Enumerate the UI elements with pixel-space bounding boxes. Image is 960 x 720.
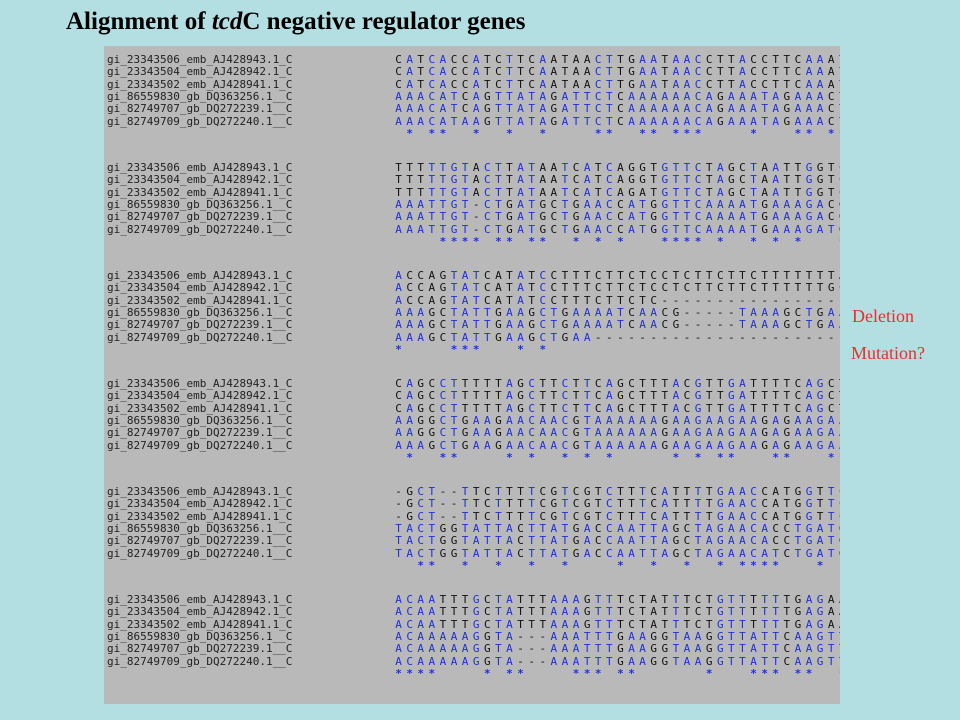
sequence-name: gi_82749709_gb_DQ272240.1__C xyxy=(107,546,293,560)
title-pre: Alignment of xyxy=(66,8,212,35)
sequence-name: gi_82749709_gb_DQ272240.1__C xyxy=(107,222,293,236)
sequence-name: gi_23343502_emb_AJ428941.1_C xyxy=(107,617,293,631)
sequence-name: gi_86559830_gb_DQ363256.1__C xyxy=(107,89,293,103)
alignment-block: gi_23343506_emb_AJ428943.1_C C A T C A C C A T C T T… xyxy=(104,54,840,154)
sequence-name: gi_82749707_gb_DQ272239.1__C xyxy=(107,534,293,548)
sequence-name: gi_23343504_emb_AJ428942.1_C xyxy=(107,65,293,79)
slide-title: Alignment of tcdC negative regulator gen… xyxy=(66,8,525,36)
sequence-name: gi_23343502_emb_AJ428941.1_C xyxy=(107,293,293,307)
sequence-name: gi_86559830_gb_DQ363256.1__C xyxy=(107,305,293,319)
alignment-block: gi_23343506_emb_AJ428943.1_C A C C A G T A T C A T A… xyxy=(104,270,840,370)
sequence-name: gi_82749707_gb_DQ272239.1__C xyxy=(107,102,293,116)
conservation-stars: **** * ** *** ** * *** ** ** * * * xyxy=(395,666,840,680)
title-post: C negative regulator genes xyxy=(242,8,526,35)
alignment-block: gi_23343506_emb_AJ428943.1_C T T T T T G T A C T T A… xyxy=(104,162,840,262)
sequence-name: gi_86559830_gb_DQ363256.1__C xyxy=(107,197,293,211)
sequence-name: gi_23343502_emb_AJ428941.1_C xyxy=(107,77,293,91)
sequence-name: gi_23343506_emb_AJ428943.1_C xyxy=(107,161,293,174)
sequence-name: gi_23343506_emb_AJ428943.1_C xyxy=(107,53,293,66)
sequence-name: gi_23343506_emb_AJ428943.1_C xyxy=(107,269,293,282)
conservation-stars: * ** * * * * * * * ** ** *** xyxy=(406,450,840,464)
sequence-name: gi_23343502_emb_AJ428941.1_C xyxy=(107,401,293,415)
sequence-name: gi_23343506_emb_AJ428943.1_C xyxy=(107,593,293,606)
alignment-block: gi_23343506_emb_AJ428943.1_C A C A A T T T G C T A T… xyxy=(104,594,840,694)
alignment-block: gi_23343506_emb_AJ428943.1_C C A G C C T T T T T A G… xyxy=(104,378,840,478)
conservation-stars: **** ** ** * * * **** * * * * * * * ** xyxy=(439,234,840,248)
sequence-name: gi_86559830_gb_DQ363256.1__C xyxy=(107,413,293,427)
sequence-name: gi_82749709_gb_DQ272240.1__C xyxy=(107,654,293,668)
sequence-name: gi_82749707_gb_DQ272239.1__C xyxy=(107,426,293,440)
sequence-name: gi_23343504_emb_AJ428942.1_C xyxy=(107,173,293,187)
alignment-block: gi_23343506_emb_AJ428943.1_C - G C T - - T T C T T T… xyxy=(104,486,840,586)
sequence-name: gi_23343502_emb_AJ428941.1_C xyxy=(107,185,293,199)
sequence-name: gi_82749709_gb_DQ272240.1__C xyxy=(107,438,293,452)
conservation-stars: * *** * * * xyxy=(395,342,547,356)
mutation-annotation: Mutation? xyxy=(851,343,925,363)
sequence-name: gi_23343504_emb_AJ428942.1_C xyxy=(107,497,293,511)
deletion-annotation: Deletion xyxy=(852,306,914,326)
conservation-stars: * ** * * * ** ** *** * ** *** ** * xyxy=(406,126,840,140)
sequence-name: gi_86559830_gb_DQ363256.1__C xyxy=(107,521,293,535)
sequence-name: gi_23343504_emb_AJ428942.1_C xyxy=(107,389,293,403)
sequence-name: gi_82749707_gb_DQ272239.1__C xyxy=(107,642,293,656)
sequence-name: gi_82749707_gb_DQ272239.1__C xyxy=(107,210,293,224)
sequence-name: gi_23343506_emb_AJ428943.1_C xyxy=(107,377,293,390)
sequence-name: gi_23343504_emb_AJ428942.1_C xyxy=(107,281,293,295)
sequence-name: gi_82749707_gb_DQ272239.1__C xyxy=(107,318,293,332)
title-italic: tcd xyxy=(211,8,243,35)
sequence-name: gi_86559830_gb_DQ363256.1__C xyxy=(107,629,293,643)
sequence-name: gi_23343506_emb_AJ428943.1_C xyxy=(107,485,293,498)
sequence-name: gi_82749709_gb_DQ272240.1__C xyxy=(107,330,293,344)
alignment-panel: gi_23343506_emb_AJ428943.1_C C A T C A C C A T C T T… xyxy=(104,46,840,704)
sequence-name: gi_82749709_gb_DQ272240.1__C xyxy=(107,114,293,128)
sequence-name: gi_23343502_emb_AJ428941.1_C xyxy=(107,509,293,523)
sequence-name: gi_23343504_emb_AJ428942.1_C xyxy=(107,605,293,619)
conservation-stars: ** * * * * * * * * **** * * * ** ** xyxy=(417,558,824,572)
